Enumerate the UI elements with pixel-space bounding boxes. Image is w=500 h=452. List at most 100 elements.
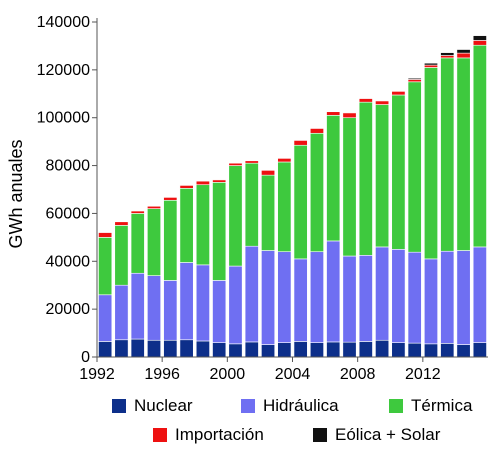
bar-termica-1996 [163, 199, 178, 281]
bar-nuclear-1998 [195, 340, 210, 358]
x-tick-label-2012: 2012 [405, 366, 441, 383]
legend-label-eolica-solar: Eólica + Solar [335, 425, 441, 444]
bar-hidraulica-1999 [212, 280, 227, 343]
bar-importacion-2003 [277, 158, 292, 163]
bar-hidraulica-2000 [228, 265, 243, 345]
bar-importacion-2001 [244, 160, 259, 164]
bar-nuclear-2002 [261, 344, 276, 358]
bar-nuclear-2011 [407, 342, 422, 358]
bar-nuclear-2008 [358, 341, 373, 358]
bar-eolica-solar-2013 [440, 52, 455, 56]
axes-group: 0 20000 40000 60000 80000 100000 120000 140000 1… [37, 14, 488, 383]
bar-importacion-2015 [472, 40, 487, 46]
bar-importacion-1998 [195, 180, 210, 186]
bar-hidraulica-2006 [326, 240, 341, 343]
bar-hidraulica-1993 [114, 284, 129, 341]
bar-nuclear-2000 [228, 343, 243, 358]
legend-swatch-termica [389, 399, 403, 413]
bar-importacion-2008 [358, 98, 373, 103]
bar-importacion-1997 [179, 185, 194, 189]
bar-eolica-solar-2014 [456, 49, 471, 54]
legend-item-importacion: Importación [153, 423, 264, 447]
bar-hidraulica-1995 [147, 275, 161, 341]
bar-importacion-1996 [163, 197, 178, 201]
bar-hidraulica-2001 [244, 245, 259, 343]
bar-termica-2003 [277, 161, 292, 253]
bar-importacion-2010 [391, 91, 406, 96]
bar-termica-2007 [342, 117, 357, 257]
bar-termica-2014 [456, 57, 471, 251]
legend: Nuclear Hidráulica Térmica Importación E… [0, 390, 500, 452]
x-tick-label-2004: 2004 [275, 366, 311, 383]
legend-label-termica: Térmica [411, 396, 473, 415]
bar-nuclear-2003 [277, 342, 292, 358]
bar-hidraulica-2005 [309, 251, 324, 343]
bar-hidraulica-2007 [342, 255, 357, 343]
bar-nuclear-1995 [147, 339, 161, 358]
bar-termica-2006 [326, 115, 341, 242]
bar-hidraulica-2014 [456, 250, 471, 345]
bar-nuclear-2004 [293, 341, 308, 358]
bar-termica-2000 [228, 165, 243, 267]
bars-group [98, 35, 487, 358]
bar-eolica-solar-2011 [407, 77, 422, 80]
bar-importacion-1999 [212, 179, 227, 183]
legend-swatch-importacion [153, 428, 167, 442]
bar-importacion-2007 [342, 112, 357, 119]
bar-termica-1999 [212, 182, 227, 281]
bar-termica-2012 [423, 67, 438, 260]
legend-swatch-nuclear [112, 399, 126, 413]
y-tick-label-0: 0 [81, 349, 90, 366]
bar-nuclear-2013 [440, 343, 455, 358]
bar-termica-2010 [391, 94, 406, 250]
bar-importacion-2011 [407, 79, 422, 83]
bar-nuclear-2009 [375, 339, 390, 358]
x-tick-label-2008: 2008 [340, 366, 376, 383]
bar-nuclear-1992 [98, 341, 113, 358]
bar-importacion-1995 [147, 205, 161, 209]
x-tick-label-1996: 1996 [144, 366, 180, 383]
y-tick-label-140000: 140000 [37, 14, 90, 31]
bar-termica-2009 [375, 104, 390, 248]
bar-importacion-2005 [309, 128, 324, 134]
bar-eolica-solar-2015 [472, 35, 487, 41]
bar-termica-1997 [179, 188, 194, 263]
legend-swatch-hidraulica [241, 399, 255, 413]
legend-label-hidraulica: Hidráulica [263, 396, 339, 415]
bar-importacion-2002 [261, 170, 276, 176]
bar-hidraulica-1997 [179, 262, 194, 341]
bar-hidraulica-1996 [163, 280, 178, 341]
y-tick-label-80000: 80000 [46, 158, 91, 175]
bar-termica-1995 [147, 208, 161, 276]
x-tick-label-1992: 1992 [79, 366, 115, 383]
bar-hidraulica-2002 [261, 250, 276, 345]
y-axis-title: GWh anuales [6, 139, 26, 248]
bar-hidraulica-1992 [98, 294, 113, 342]
y-tick-label-40000: 40000 [46, 253, 91, 270]
bar-importacion-2006 [326, 111, 341, 116]
bar-termica-2008 [358, 101, 373, 256]
bar-importacion-2000 [228, 162, 243, 166]
bar-nuclear-2015 [472, 342, 487, 358]
bar-nuclear-2006 [326, 341, 341, 358]
legend-item-hidraulica: Hidráulica [241, 394, 339, 418]
y-tick-label-100000: 100000 [37, 110, 90, 127]
bar-nuclear-2014 [456, 344, 471, 358]
bar-termica-2001 [244, 162, 259, 247]
bar-hidraulica-2009 [375, 246, 390, 341]
bar-termica-2013 [440, 57, 455, 252]
bar-hidraulica-2013 [440, 250, 455, 344]
bar-termica-2002 [261, 174, 276, 251]
bar-importacion-1994 [130, 210, 145, 214]
bar-nuclear-1997 [179, 339, 194, 358]
bar-importacion-2013 [440, 55, 455, 59]
bar-termica-1993 [114, 225, 129, 286]
bar-eolica-solar-2012 [423, 62, 438, 66]
bar-nuclear-1999 [212, 342, 227, 358]
bar-hidraulica-2015 [472, 246, 487, 343]
bar-importacion-1992 [98, 232, 113, 238]
bar-hidraulica-2010 [391, 249, 406, 343]
bar-nuclear-1996 [163, 339, 178, 358]
bar-nuclear-2005 [309, 342, 324, 358]
bar-importacion-2004 [293, 140, 308, 146]
